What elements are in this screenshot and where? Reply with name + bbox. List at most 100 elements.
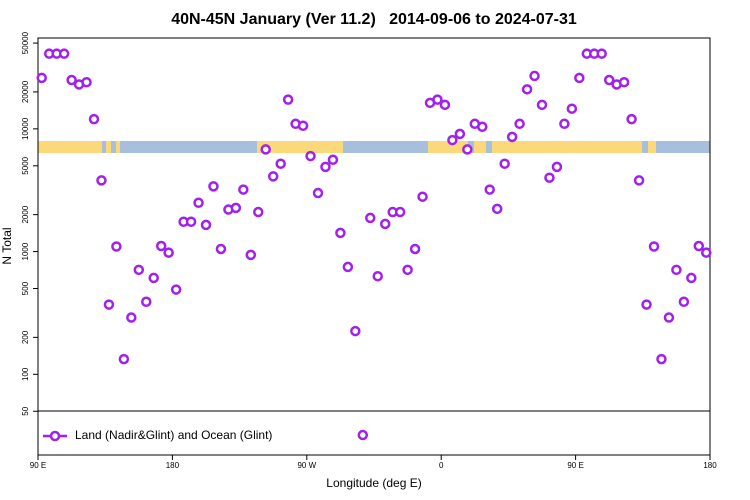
data-point: [626, 113, 637, 125]
y-tick-label: 200: [21, 330, 30, 344]
data-point: [559, 118, 570, 130]
data-point: [260, 144, 271, 155]
land-band: [474, 141, 486, 153]
data-point: [439, 99, 451, 111]
data-point: [267, 171, 279, 182]
data-point: [551, 161, 563, 173]
x-tick-label: 0: [439, 461, 444, 470]
data-point: [335, 227, 346, 239]
data-point: [618, 76, 630, 88]
data-point: [238, 184, 249, 195]
data-point: [126, 312, 137, 323]
data-point: [275, 158, 286, 169]
data-point: [170, 284, 182, 295]
data-point: [686, 272, 697, 284]
y-tick-label: 50: [21, 406, 30, 415]
x-axis-label: Longitude (deg E): [326, 476, 421, 490]
data-point: [88, 113, 100, 125]
data-point: [693, 240, 705, 252]
data-point: [521, 84, 533, 95]
data-point: [230, 202, 242, 214]
data-point: [432, 94, 443, 105]
data-point: [671, 264, 682, 276]
land-band: [428, 141, 468, 153]
y-tick-label: 5000: [21, 156, 30, 174]
data-point: [454, 128, 466, 140]
data-point: [603, 74, 615, 86]
land-band: [492, 141, 642, 153]
data-point: [394, 206, 406, 218]
x-tick-label: 90 W: [297, 461, 316, 470]
data-point: [245, 249, 257, 261]
data-point: [656, 353, 667, 365]
data-point: [312, 187, 324, 199]
x-tick-label: 90 E: [567, 461, 583, 470]
data-point: [208, 181, 219, 192]
data-point: [185, 216, 197, 228]
plot-frame: [37, 37, 711, 456]
land-band: [648, 141, 656, 153]
data-point: [96, 175, 107, 186]
legend-marker: [49, 430, 61, 442]
data-point: [648, 241, 660, 252]
data-point: [529, 70, 540, 82]
x-tick-label: 180: [703, 461, 717, 470]
data-point: [66, 74, 77, 86]
land-band: [116, 141, 120, 153]
chart-title: 40N-45N January (Ver 11.2) 2014-09-06 to…: [171, 11, 577, 28]
y-tick-label: 500: [21, 281, 30, 295]
data-point: [701, 247, 712, 258]
data-point: [58, 48, 70, 59]
land-band: [38, 141, 102, 153]
data-point: [499, 158, 510, 169]
data-point: [544, 172, 555, 183]
y-tick-label: 50000: [21, 31, 30, 54]
y-tick-label: 2000: [21, 205, 30, 223]
x-tick-label: 90 E: [30, 461, 46, 470]
y-axis-label: N Total: [0, 227, 14, 264]
data-point: [200, 219, 212, 231]
data-point: [409, 243, 421, 255]
data-point: [148, 272, 159, 284]
y-tick-label: 100: [21, 367, 30, 381]
land-band: [106, 141, 111, 153]
data-point: [111, 241, 122, 252]
y-tick-label: 1000: [21, 242, 30, 260]
data-point: [447, 134, 458, 146]
data-point: [193, 197, 204, 208]
data-point: [596, 48, 607, 59]
data-point: [491, 203, 503, 215]
data-point: [163, 247, 174, 258]
data-point: [357, 429, 369, 441]
data-point: [327, 154, 339, 166]
data-point: [297, 120, 309, 132]
data-point: [141, 296, 152, 308]
data-point: [506, 131, 518, 143]
data-point: [253, 206, 264, 218]
data-point: [350, 325, 361, 337]
data-point: [402, 264, 413, 276]
data-point: [574, 72, 585, 84]
data-point: [133, 264, 145, 276]
land-ocean-band: [38, 141, 710, 153]
data-point: [372, 270, 383, 282]
data-point: [305, 150, 316, 162]
y-tick-label: 10000: [21, 117, 30, 140]
land-band: [257, 141, 343, 153]
data-point: [320, 161, 331, 173]
data-point: [118, 353, 130, 365]
data-point: [663, 312, 675, 323]
x-tick-label: 180: [166, 461, 180, 470]
data-point: [484, 184, 495, 195]
data-point: [215, 243, 227, 255]
data-point: [641, 299, 652, 310]
data-point: [342, 261, 354, 273]
data-point: [417, 191, 428, 202]
data-point: [477, 121, 488, 133]
data-point: [103, 299, 115, 310]
data-point: [514, 118, 525, 130]
data-point: [365, 212, 376, 224]
data-point: [36, 72, 47, 84]
data-point: [536, 99, 548, 111]
